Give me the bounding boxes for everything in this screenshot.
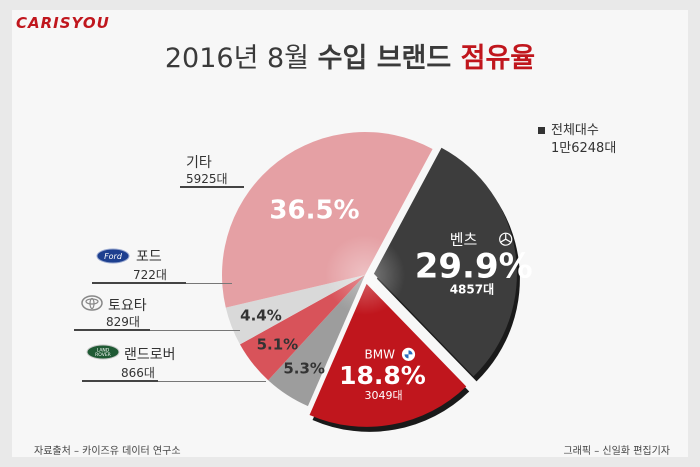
- label-others-units: 5925대: [186, 172, 228, 186]
- total-bullet-icon: [538, 127, 545, 134]
- svg-text:ROVER: ROVER: [95, 352, 111, 358]
- svg-text:LAND: LAND: [97, 348, 110, 354]
- total-value: 1만6248대: [551, 141, 617, 156]
- pie-slice: [309, 283, 467, 427]
- label-landrover-rule: [82, 380, 158, 382]
- label-others-name: 기타: [186, 155, 212, 171]
- carisyou-logo: CARISYOU: [16, 14, 110, 32]
- pie-slice: [373, 147, 517, 377]
- title-plain: 2016년 8월: [164, 43, 318, 74]
- label-toyota-name: 토요타: [108, 298, 147, 314]
- percent-label: 18.8%: [339, 361, 426, 390]
- label-landrover-name: 랜드로버: [124, 347, 176, 363]
- slice-units-label: 4857대: [450, 282, 494, 296]
- footer-source: 자료출처 – 카이즈유 데이터 연구소: [34, 446, 181, 457]
- label-landrover-connector: [158, 381, 266, 382]
- slice-units-label: 3049대: [364, 389, 402, 402]
- title-bold: 수입 브랜드: [317, 43, 461, 74]
- slice-name-label: BMW: [364, 348, 395, 362]
- label-toyota-connector: [150, 330, 240, 331]
- mercedes-logo-icon: [499, 232, 513, 246]
- title-highlight: 점유율: [460, 43, 536, 74]
- pie-slice: [268, 275, 365, 407]
- pie-slice: [239, 275, 365, 381]
- ford-logo-icon: Ford: [96, 248, 130, 264]
- bmw-logo-icon: [401, 347, 416, 361]
- label-ford-units: 722대: [133, 268, 167, 282]
- label-landrover-units: 866대: [121, 366, 155, 380]
- percent-label: 29.9%: [415, 246, 533, 286]
- slice-name-label: 벤츠: [450, 230, 478, 248]
- footer-credit: 그래픽 – 신일화 편집기자: [563, 446, 670, 457]
- pie-slice: [221, 131, 433, 308]
- svg-text:Ford: Ford: [104, 252, 123, 261]
- toyota-logo-icon: [81, 295, 103, 311]
- total-label: 전체대수: [551, 123, 599, 138]
- label-toyota-rule: [74, 329, 150, 331]
- land-rover-logo-icon: LAND ROVER: [86, 344, 120, 360]
- label-others-rule: [180, 186, 244, 188]
- total-count: 전체대수 1만6248대: [538, 122, 616, 158]
- label-ford-connector: [186, 283, 232, 284]
- label-toyota-units: 829대: [106, 315, 140, 329]
- label-ford-name: 포드: [136, 249, 162, 265]
- percent-label: 5.3%: [283, 360, 325, 378]
- percent-label: 5.1%: [257, 335, 299, 353]
- pie-center-glow: [325, 235, 405, 315]
- label-ford-rule: [92, 282, 186, 284]
- percent-label: 36.5%: [269, 195, 359, 225]
- page-title: 2016년 8월 수입 브랜드 점유율: [0, 36, 700, 75]
- percent-label: 4.4%: [240, 306, 282, 324]
